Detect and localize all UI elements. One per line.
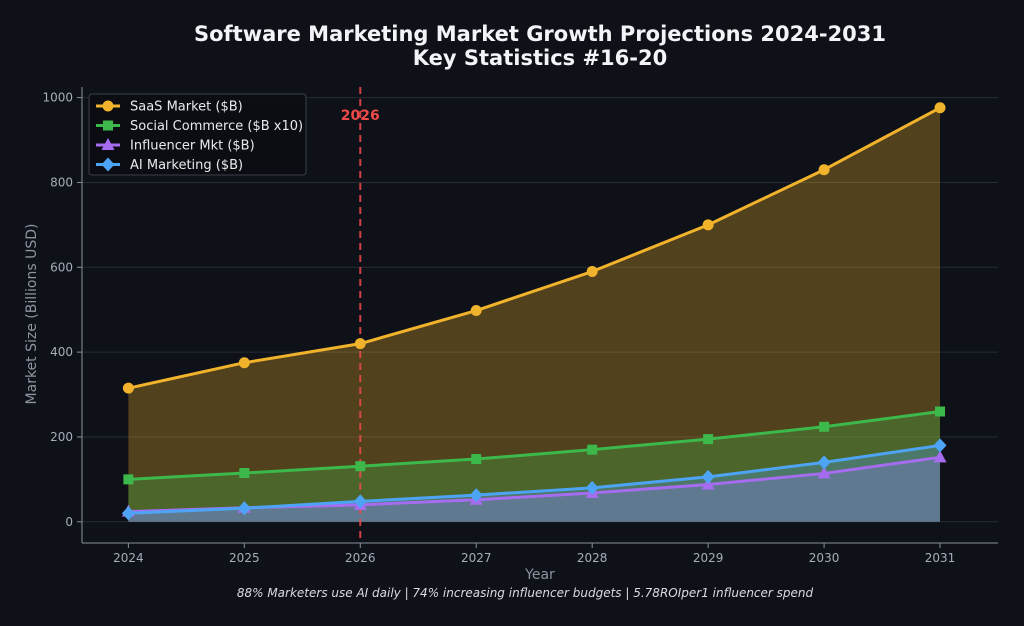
legend-swatch-marker bbox=[101, 157, 115, 172]
series-line bbox=[128, 443, 941, 515]
area-fill bbox=[128, 411, 941, 522]
data-point bbox=[702, 219, 714, 231]
legend-box bbox=[88, 93, 307, 176]
data-point bbox=[817, 466, 831, 479]
area-fill bbox=[128, 445, 941, 522]
x-tick-label: 2027 bbox=[461, 551, 492, 565]
x-tick-label: 2031 bbox=[925, 551, 956, 565]
y-tick-label: 800 bbox=[50, 175, 73, 189]
legend-swatch-marker bbox=[103, 120, 113, 131]
legend-entry-label: Social Commerce ($B x10) bbox=[130, 119, 303, 134]
grid-layer bbox=[82, 97, 998, 523]
y-axis-label: Market Size (Billions USD) bbox=[24, 224, 40, 405]
chart-title: Software Marketing Market Growth Project… bbox=[194, 22, 886, 46]
x-axis-label: Year bbox=[524, 567, 555, 583]
footer-note: 88% Marketers use AI daily | 74% increas… bbox=[237, 586, 814, 600]
x-tick-label: 2026 bbox=[345, 551, 376, 565]
data-point bbox=[469, 488, 483, 503]
legend: SaaS Market ($B) Social Commerce ($B x10)… bbox=[88, 93, 307, 176]
data-point bbox=[353, 494, 367, 509]
data-point bbox=[701, 469, 715, 484]
data-point bbox=[935, 406, 946, 417]
y-tick-label: 600 bbox=[50, 260, 73, 274]
x-tick-label: 2030 bbox=[809, 551, 840, 565]
series-line-layer bbox=[128, 106, 941, 515]
legend-swatch-marker bbox=[101, 138, 115, 150]
data-point bbox=[933, 450, 947, 463]
x-tick-label: 2028 bbox=[577, 551, 608, 565]
data-point bbox=[123, 474, 134, 485]
data-point bbox=[703, 434, 714, 445]
legend-swatch-marker bbox=[102, 100, 114, 112]
axis-layer: 0 200 400 600 800 1000 2024 2025 2026 2027 2028 202… bbox=[42, 87, 998, 565]
data-point bbox=[121, 506, 135, 521]
series-line bbox=[128, 410, 941, 481]
chart-subtitle: Key Statistics #16-20 bbox=[413, 46, 667, 70]
annotation-layer: 2026 bbox=[341, 87, 380, 543]
legend-entry-label: Influencer Mkt ($B) bbox=[130, 139, 255, 154]
data-point bbox=[471, 454, 482, 465]
data-point bbox=[585, 480, 599, 495]
y-tick-label: 1000 bbox=[42, 91, 73, 105]
data-point bbox=[818, 164, 830, 176]
data-point bbox=[819, 421, 830, 432]
series-marker-layer bbox=[121, 102, 947, 521]
data-point bbox=[933, 438, 947, 453]
data-point bbox=[587, 444, 598, 455]
legend-entry-label: AI Marketing ($B) bbox=[130, 158, 243, 173]
x-tick-label: 2024 bbox=[113, 551, 144, 565]
data-point bbox=[354, 338, 366, 350]
x-tick-label: 2029 bbox=[693, 551, 724, 565]
data-point bbox=[817, 455, 831, 470]
legend-entry-label: SaaS Market ($B) bbox=[130, 100, 243, 115]
series-line bbox=[128, 106, 941, 390]
y-tick-label: 400 bbox=[50, 345, 73, 359]
y-tick-label: 200 bbox=[50, 430, 73, 444]
data-point bbox=[122, 382, 134, 394]
data-point bbox=[470, 305, 482, 317]
data-point bbox=[239, 468, 250, 479]
annotation-label: 2026 bbox=[341, 108, 380, 124]
data-point bbox=[238, 357, 250, 369]
data-point bbox=[237, 501, 251, 516]
y-tick-label: 0 bbox=[65, 515, 73, 529]
x-tick-label: 2025 bbox=[229, 551, 260, 565]
data-point bbox=[355, 461, 366, 472]
data-point bbox=[934, 102, 946, 114]
data-point bbox=[586, 266, 598, 278]
